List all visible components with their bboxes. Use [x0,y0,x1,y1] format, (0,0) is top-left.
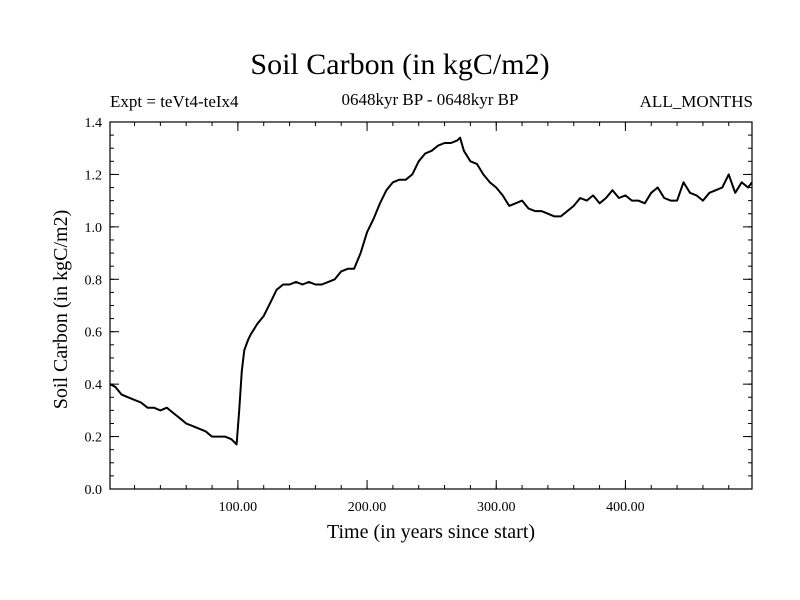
series-line [109,136,753,446]
y-tick-label: 1.2 [85,168,103,183]
x-tick-label: 100.00 [219,500,258,515]
series-layer [109,136,753,446]
y-axis-label: Soil Carbon (in kgC/m2) [50,210,72,409]
y-tick-label: 0.0 [85,483,103,498]
y-tick-label: 0.2 [85,431,103,446]
period-label: 0648kyr BP - 0648kyr BP [341,90,519,109]
y-tick-label: 1.0 [85,221,103,236]
x-tick-label: 300.00 [477,500,516,515]
y-tick-label: 1.4 [85,116,103,131]
plot-frame [109,121,753,490]
x-tick-label: 200.00 [348,500,387,515]
months-label: ALL_MONTHS [639,92,753,111]
y-tick-label: 0.8 [85,273,103,288]
y-tick-label: 0.6 [85,326,103,341]
chart-title: Soil Carbon (in kgC/m2) [250,48,550,81]
tick-labels: 0.0 0.2 0.4 0.6 0.8 1.0 1.2 1.4 100.00 200.00 300.… [85,116,645,515]
experiment-label: Expt = teVt4-teIx4 [110,92,239,111]
x-tick-label: 400.00 [606,500,645,515]
axis-ticks [110,121,752,490]
y-tick-label: 0.4 [85,378,103,393]
x-axis-label: Time (in years since start) [327,521,535,543]
